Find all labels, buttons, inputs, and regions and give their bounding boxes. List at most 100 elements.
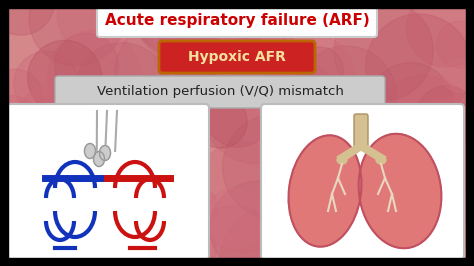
Bar <box>466 0 474 266</box>
Circle shape <box>92 107 146 161</box>
Circle shape <box>16 151 55 190</box>
Circle shape <box>92 160 148 215</box>
Ellipse shape <box>100 146 110 160</box>
Circle shape <box>278 160 313 196</box>
Circle shape <box>0 140 76 243</box>
Text: Ventilation perfusion (V/Q) mismatch: Ventilation perfusion (V/Q) mismatch <box>97 85 344 98</box>
FancyBboxPatch shape <box>354 114 368 150</box>
Circle shape <box>261 32 355 126</box>
Circle shape <box>198 0 263 57</box>
Circle shape <box>443 185 474 223</box>
Text: Acute respiratory failure (ARF): Acute respiratory failure (ARF) <box>105 13 369 27</box>
Circle shape <box>304 204 369 266</box>
Circle shape <box>416 86 474 147</box>
Circle shape <box>365 14 472 120</box>
Ellipse shape <box>289 135 362 247</box>
Circle shape <box>399 168 462 231</box>
Circle shape <box>0 149 52 210</box>
Circle shape <box>203 78 273 147</box>
Circle shape <box>147 0 215 38</box>
Ellipse shape <box>93 152 104 167</box>
Text: Hypoxic AFR: Hypoxic AFR <box>188 50 286 64</box>
Circle shape <box>133 0 230 56</box>
Circle shape <box>149 0 256 63</box>
Ellipse shape <box>376 156 386 164</box>
Bar <box>0 0 8 266</box>
Circle shape <box>290 92 356 158</box>
FancyBboxPatch shape <box>159 41 315 73</box>
Circle shape <box>153 0 252 98</box>
Ellipse shape <box>337 156 347 164</box>
Circle shape <box>297 47 344 94</box>
Circle shape <box>264 128 302 167</box>
Circle shape <box>166 224 217 266</box>
Circle shape <box>263 61 336 134</box>
FancyBboxPatch shape <box>97 3 377 37</box>
FancyBboxPatch shape <box>261 104 464 260</box>
Circle shape <box>0 95 42 157</box>
Circle shape <box>367 63 454 149</box>
Circle shape <box>0 225 79 266</box>
Circle shape <box>183 205 286 266</box>
Circle shape <box>283 222 326 265</box>
Circle shape <box>0 69 43 124</box>
Circle shape <box>275 111 380 216</box>
Circle shape <box>334 1 433 100</box>
Bar <box>0 0 474 8</box>
Circle shape <box>418 224 464 266</box>
Circle shape <box>365 154 402 192</box>
Circle shape <box>133 0 222 57</box>
Circle shape <box>406 0 474 67</box>
Circle shape <box>264 70 296 101</box>
Circle shape <box>115 22 217 124</box>
Circle shape <box>28 88 114 174</box>
Circle shape <box>210 181 304 266</box>
FancyBboxPatch shape <box>55 76 385 108</box>
Circle shape <box>178 187 218 227</box>
Circle shape <box>376 75 470 170</box>
Circle shape <box>0 186 39 260</box>
Bar <box>0 258 474 266</box>
Circle shape <box>0 0 55 35</box>
Circle shape <box>48 30 141 123</box>
Circle shape <box>436 21 474 68</box>
Circle shape <box>202 56 310 164</box>
Circle shape <box>293 96 330 134</box>
Circle shape <box>74 43 170 138</box>
Circle shape <box>190 142 300 251</box>
Circle shape <box>13 162 58 207</box>
Circle shape <box>92 197 139 245</box>
Ellipse shape <box>359 134 441 248</box>
Circle shape <box>14 51 79 117</box>
Circle shape <box>174 59 216 101</box>
Circle shape <box>382 221 458 266</box>
Circle shape <box>419 141 474 249</box>
Circle shape <box>55 33 118 97</box>
Circle shape <box>57 0 135 54</box>
Circle shape <box>443 59 474 93</box>
Circle shape <box>242 9 287 54</box>
Circle shape <box>231 26 301 96</box>
Circle shape <box>71 95 147 171</box>
Ellipse shape <box>84 143 95 159</box>
Circle shape <box>409 96 474 193</box>
Circle shape <box>270 203 306 238</box>
Circle shape <box>51 149 123 221</box>
Circle shape <box>14 81 106 173</box>
Circle shape <box>0 123 38 184</box>
Circle shape <box>194 95 247 148</box>
Circle shape <box>263 161 340 238</box>
Circle shape <box>143 0 195 51</box>
FancyBboxPatch shape <box>6 104 209 260</box>
Circle shape <box>223 114 328 219</box>
Circle shape <box>220 209 318 266</box>
Circle shape <box>14 143 63 192</box>
Circle shape <box>27 40 102 115</box>
Circle shape <box>295 46 396 147</box>
Circle shape <box>265 163 353 250</box>
Circle shape <box>29 0 124 66</box>
Circle shape <box>204 189 264 248</box>
Circle shape <box>391 183 424 216</box>
Circle shape <box>26 121 74 168</box>
Circle shape <box>113 184 188 258</box>
